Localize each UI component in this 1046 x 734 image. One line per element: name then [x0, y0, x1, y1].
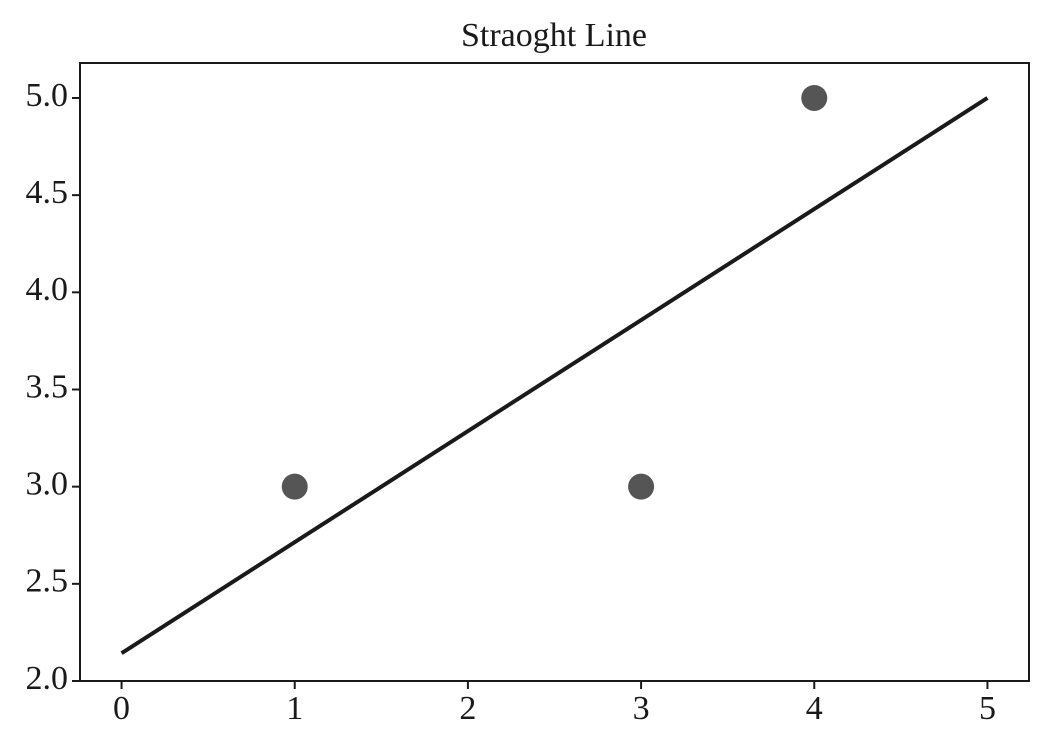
x-tick-label: 1: [286, 690, 303, 727]
y-tick-label: 3.5: [26, 368, 69, 405]
y-tick-label: 3.0: [26, 465, 69, 502]
scatter-point: [281, 473, 308, 500]
plot-frame: [79, 62, 1030, 682]
fit-line: [120, 96, 989, 655]
x-tick-label: 4: [806, 690, 823, 727]
y-tick-label: 4.0: [26, 271, 69, 308]
x-tick-label: 3: [633, 690, 650, 727]
chart-title: Straoght Line: [461, 17, 647, 54]
scatter-point: [628, 473, 655, 500]
scatter-point: [801, 84, 828, 111]
y-tick-label: 4.5: [26, 174, 69, 211]
x-tick-label: 0: [113, 690, 130, 727]
x-tick-label: 2: [459, 690, 476, 727]
y-tick-label: 2.0: [26, 660, 69, 697]
y-tick-label: 2.5: [26, 563, 69, 600]
y-tick-label: 5.0: [26, 77, 69, 114]
x-tick-label: 5: [979, 690, 996, 727]
